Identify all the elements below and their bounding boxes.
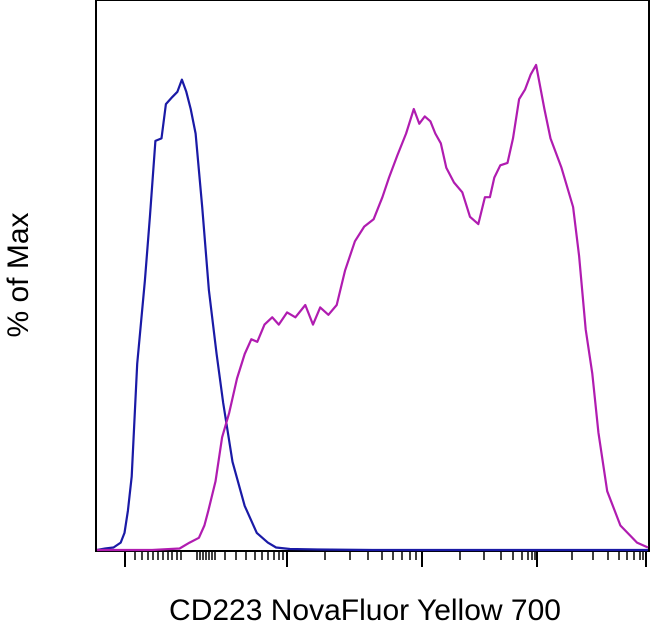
y-axis-label: % of Max [2, 212, 35, 337]
plot-frame [95, 0, 650, 552]
series-layer [96, 63, 649, 552]
series-line-2 [97, 63, 649, 552]
series-line-1 [96, 78, 648, 552]
x-axis-label: CD223 NovaFluor Yellow 700 [169, 594, 561, 627]
x-axis-ticks [124, 551, 647, 567]
